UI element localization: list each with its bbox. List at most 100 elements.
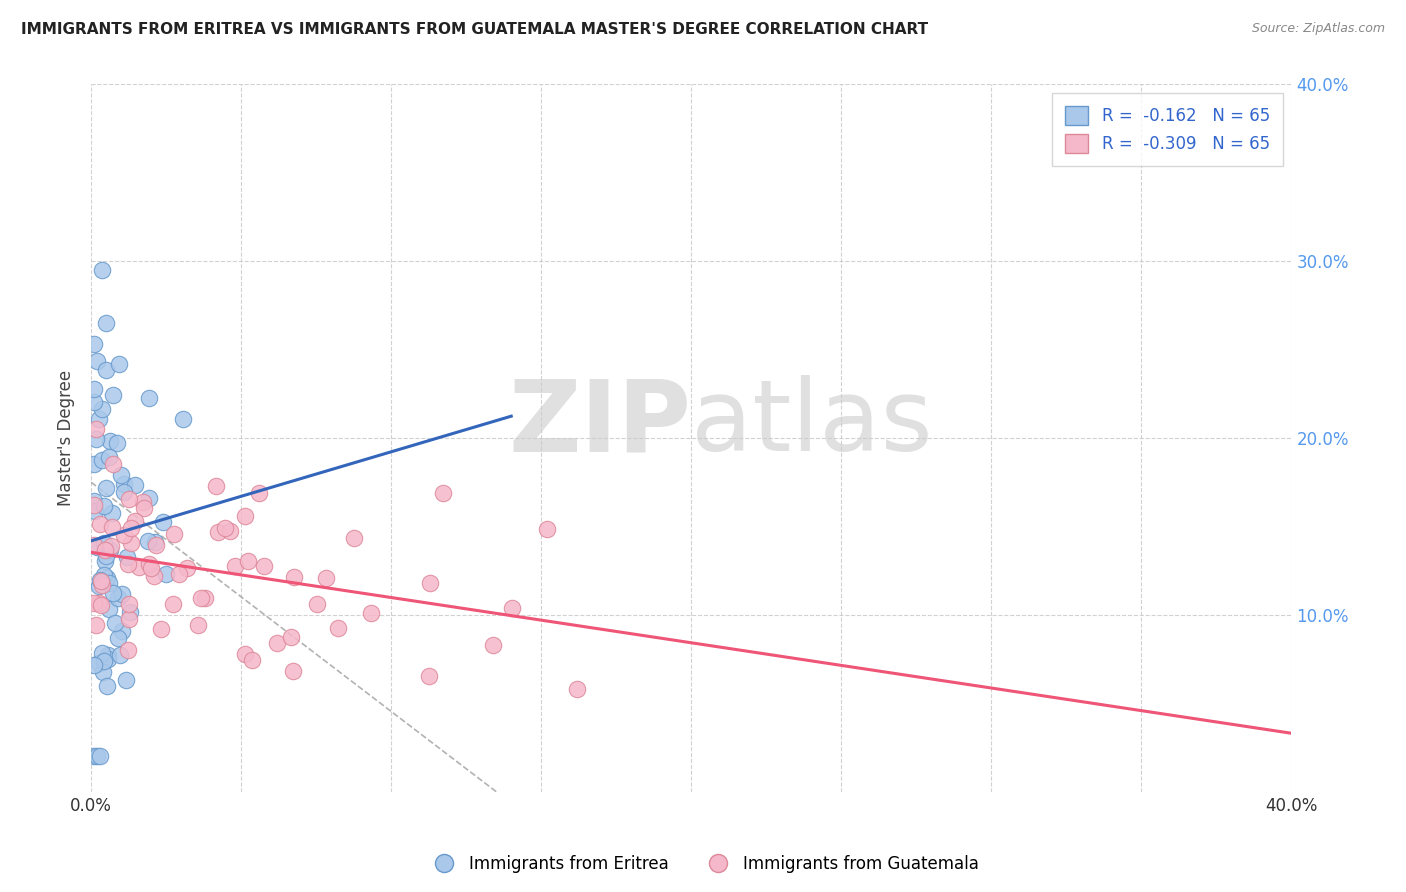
Point bbox=[214, 521, 236, 535]
Point bbox=[120, 521, 142, 535]
Point bbox=[105, 435, 128, 450]
Point bbox=[101, 387, 124, 401]
Point bbox=[89, 573, 111, 587]
Y-axis label: Master's Degree: Master's Degree bbox=[58, 370, 75, 506]
Point bbox=[120, 605, 142, 619]
Point bbox=[94, 362, 117, 376]
Point bbox=[152, 515, 174, 529]
Point bbox=[233, 647, 256, 661]
Point bbox=[90, 599, 112, 613]
Point bbox=[89, 412, 111, 426]
Point bbox=[93, 535, 115, 549]
Point bbox=[536, 522, 558, 536]
Point bbox=[280, 630, 302, 644]
Point bbox=[84, 432, 107, 446]
Point bbox=[94, 316, 117, 330]
Point bbox=[111, 624, 134, 639]
Point bbox=[176, 561, 198, 575]
Point bbox=[482, 638, 505, 652]
Point bbox=[83, 494, 105, 508]
Text: Source: ZipAtlas.com: Source: ZipAtlas.com bbox=[1251, 22, 1385, 36]
Point bbox=[83, 395, 105, 409]
Point bbox=[328, 622, 350, 636]
Point bbox=[84, 422, 107, 436]
Point bbox=[307, 597, 329, 611]
Point bbox=[187, 618, 209, 632]
Point bbox=[128, 560, 150, 574]
Point bbox=[93, 499, 115, 513]
Point bbox=[118, 612, 141, 626]
Point bbox=[138, 392, 160, 406]
Point bbox=[172, 412, 194, 426]
Point bbox=[118, 597, 141, 611]
Point bbox=[91, 263, 114, 277]
Point bbox=[224, 558, 246, 573]
Point bbox=[90, 574, 112, 588]
Point bbox=[139, 561, 162, 575]
Point bbox=[150, 623, 173, 637]
Point bbox=[233, 508, 256, 523]
Point bbox=[89, 517, 111, 532]
Point bbox=[86, 749, 108, 764]
Point bbox=[89, 749, 111, 764]
Point bbox=[194, 591, 217, 605]
Point bbox=[143, 569, 166, 583]
Legend: R =  -0.162   N = 65, R =  -0.309   N = 65: R = -0.162 N = 65, R = -0.309 N = 65 bbox=[1052, 93, 1284, 166]
Point bbox=[112, 484, 135, 499]
Point bbox=[240, 653, 263, 667]
Point bbox=[117, 558, 139, 572]
Point bbox=[162, 597, 184, 611]
Point bbox=[118, 491, 141, 506]
Point bbox=[169, 567, 191, 582]
Point bbox=[83, 596, 105, 610]
Point bbox=[100, 507, 122, 521]
Legend: Immigrants from Eritrea, Immigrants from Guatemala: Immigrants from Eritrea, Immigrants from… bbox=[420, 848, 986, 880]
Point bbox=[111, 586, 134, 600]
Point bbox=[94, 549, 117, 563]
Point bbox=[281, 664, 304, 678]
Point bbox=[97, 651, 120, 665]
Point bbox=[97, 601, 120, 615]
Point bbox=[418, 669, 440, 683]
Point bbox=[98, 434, 121, 449]
Point bbox=[90, 452, 112, 467]
Point bbox=[120, 536, 142, 550]
Point bbox=[94, 543, 117, 558]
Point bbox=[87, 656, 110, 670]
Point bbox=[253, 559, 276, 574]
Point bbox=[87, 578, 110, 592]
Point bbox=[98, 450, 121, 464]
Point bbox=[101, 586, 124, 600]
Point bbox=[107, 631, 129, 645]
Point bbox=[96, 571, 118, 585]
Point bbox=[501, 600, 523, 615]
Point bbox=[124, 514, 146, 528]
Point bbox=[104, 615, 127, 630]
Point bbox=[360, 606, 382, 620]
Point bbox=[86, 540, 108, 554]
Point bbox=[207, 524, 229, 539]
Point bbox=[565, 682, 588, 697]
Point bbox=[205, 478, 228, 492]
Point bbox=[83, 657, 105, 672]
Point bbox=[419, 576, 441, 591]
Point bbox=[96, 679, 118, 693]
Point bbox=[93, 654, 115, 668]
Point bbox=[90, 578, 112, 592]
Point bbox=[91, 665, 114, 679]
Point bbox=[94, 553, 117, 567]
Point bbox=[103, 457, 125, 471]
Point bbox=[145, 535, 167, 549]
Point bbox=[218, 524, 240, 538]
Point bbox=[91, 646, 114, 660]
Point bbox=[115, 673, 138, 687]
Point bbox=[83, 498, 105, 512]
Point bbox=[107, 357, 129, 371]
Point bbox=[163, 526, 186, 541]
Point bbox=[91, 401, 114, 416]
Point bbox=[83, 538, 105, 552]
Point bbox=[138, 491, 160, 506]
Point bbox=[101, 520, 124, 534]
Text: IMMIGRANTS FROM ERITREA VS IMMIGRANTS FROM GUATEMALA MASTER'S DEGREE CORRELATION: IMMIGRANTS FROM ERITREA VS IMMIGRANTS FR… bbox=[21, 22, 928, 37]
Point bbox=[112, 528, 135, 542]
